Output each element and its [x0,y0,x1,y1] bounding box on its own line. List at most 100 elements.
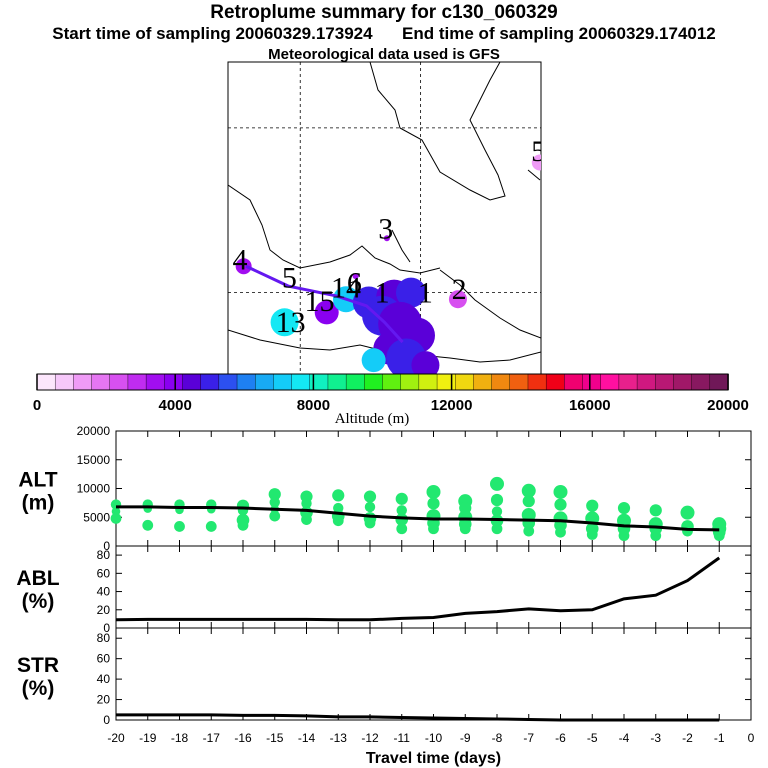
x-tick-label: -20 [107,731,125,745]
x-tick-label: -9 [460,731,471,745]
altitude-cluster-point [301,514,312,525]
altitude-cluster-point [491,506,503,517]
altitude-cluster-point [364,517,376,529]
start-time-label: Start time of sampling 20060329.173924 [52,24,373,43]
x-axis-label: Travel time (days) [366,750,501,767]
altitude-cluster-point [491,523,503,535]
y-tick-label: 10000 [77,482,111,496]
panel-label: ABL [16,567,59,590]
altitude-cluster-point [364,501,376,513]
altitude-cluster-point [682,525,693,537]
x-tick-label: -8 [492,731,503,745]
y-tick-label: 0 [103,621,110,635]
day-number-label: 1 [375,277,390,310]
altitude-cluster-point [553,484,568,499]
altitude-cluster-point [110,513,122,524]
day-number-label: 5 [282,262,297,295]
series-line-str [116,713,720,722]
day-number-label: 2 [452,273,467,306]
day-number-label: 13 [276,306,306,339]
altitude-cluster-point [618,530,630,542]
x-tick-label: -4 [619,731,630,745]
y-tick-label: 0 [103,539,110,553]
y-tick-label: 20 [97,603,111,617]
altitude-cluster-point [427,497,440,510]
altitude-cluster-point [396,523,408,535]
altitude-cluster-point [586,529,598,540]
altitude-cluster-point [521,483,536,498]
x-tick-label: -17 [203,731,221,745]
plume-cluster [411,351,440,375]
chart-title: Retroplume summary for c130_060329 [210,2,558,23]
altitude-cluster-point [680,505,695,520]
altitude-cluster-point [301,498,312,509]
x-tick-label: -10 [425,731,443,745]
end-time-label: End time of sampling 20060329.174012 [402,24,716,43]
colorbar-tick-label: 12000 [431,397,473,414]
y-tick-label: 60 [97,566,111,580]
y-tick-label: 20 [97,693,111,707]
colorbar-tick-label: 20000 [707,397,749,414]
x-tick-label: -18 [171,731,189,745]
day-number-label: 1 [418,277,433,310]
altitude-cluster-point [650,530,662,542]
x-tick-label: -15 [266,731,284,745]
panel-label: ALT [18,469,57,492]
panel-unit: (%) [22,590,55,613]
coastline-caribbean [439,269,541,339]
day-number-label: 15 [304,285,334,318]
sampling-times: Start time of sampling 20060329.173924 E… [0,24,768,44]
altitude-cluster-point [268,488,281,501]
plume-cluster [383,235,390,242]
altitude-cluster-point [237,519,249,531]
panel-alt: 0 5000 10000 15000 20000 ALT(m) [18,424,752,553]
y-tick-label: 15000 [77,453,111,467]
altitude-cluster-point [522,495,535,508]
altitude-cluster-point [269,510,281,522]
y-tick-label: 40 [97,585,111,599]
altitude-cluster-point [523,525,535,537]
coastline-florida [391,229,411,263]
day-number-label: 6 [347,267,362,300]
altitude-cluster-point [555,526,566,538]
altitude-cluster-point [174,521,185,532]
y-tick-label: 80 [97,631,111,645]
y-tick-label: 40 [97,672,111,686]
altitude-cluster-point [426,484,441,499]
day-number-label: 3 [378,212,393,245]
series-line-abl [115,556,721,622]
altitude-cluster-point [490,476,504,491]
altitude-cluster-point [332,515,344,527]
plume-cluster [395,277,426,308]
altitude-cluster-point [428,523,439,535]
x-tick-label: -5 [587,731,598,745]
altitude-cluster-point [490,493,504,507]
x-tick-label: -7 [523,731,534,745]
colorbar-tick-label: 8000 [297,397,330,414]
met-data-label: Meteorological data used is GFS [268,46,500,63]
x-tick-label: -19 [139,731,157,745]
x-tick-label: -3 [650,731,661,745]
colorbar-label: Altitude (m) [335,411,410,427]
plume-cluster [235,258,252,275]
y-tick-label: 60 [97,652,111,666]
x-tick-label: -2 [682,731,693,745]
panel-frame [115,627,752,721]
altitude-cluster-point [617,501,631,515]
altitude-cluster-point [332,489,345,502]
panel-abl: 0 20 40 60 80 ABL(%) [16,545,752,635]
plume-cluster [352,273,359,280]
altitude-cluster-point [713,530,725,542]
day-number-label: 5 [531,135,546,168]
x-tick-label: -12 [361,731,379,745]
altitude-cluster-point [554,498,567,511]
plume-cluster [270,308,299,337]
x-tick-label: -6 [555,731,566,745]
panel-frame [115,545,752,629]
colorbar-tick-label: 16000 [569,397,611,414]
altitude-cluster-point [586,499,599,512]
